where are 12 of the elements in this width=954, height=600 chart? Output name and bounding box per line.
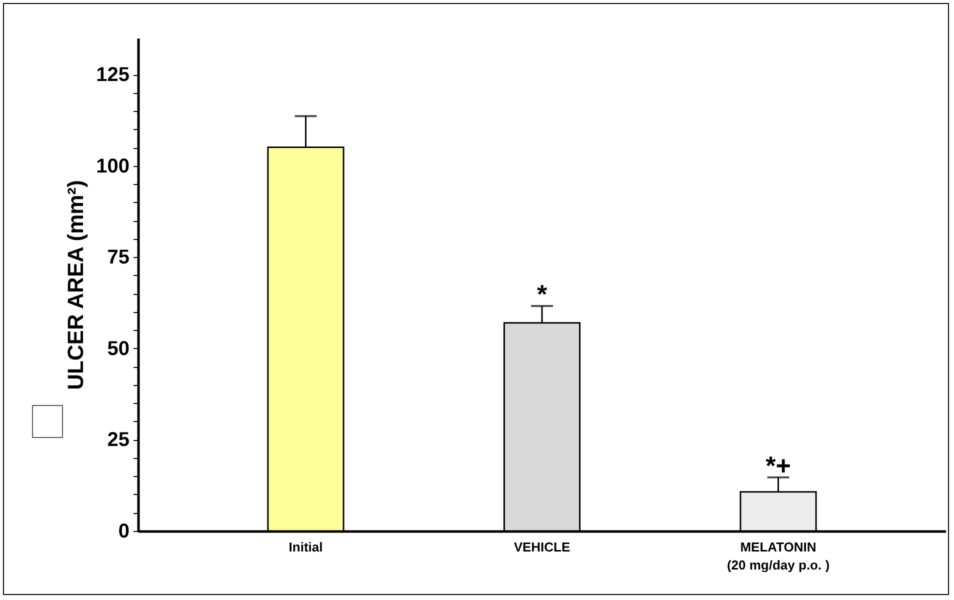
y-tick-label: 75 [107, 246, 130, 269]
x-tick-label: MELATONIN (20 mg/day p.o. ) [726, 540, 830, 572]
y-tick-label: 25 [107, 429, 130, 452]
y-axis-title: ULCER AREA (mm²) [63, 180, 88, 390]
y-tick-label: 100 [96, 155, 130, 178]
x-tick-label: VEHICLE [514, 540, 570, 554]
y-tick-label: 125 [96, 64, 130, 86]
annotation: * [536, 279, 548, 310]
annotation: *+ [766, 450, 791, 480]
y-tick-label: 50 [107, 338, 130, 360]
x-tick-label: Initial [288, 540, 323, 554]
y-tick-label: 0 [118, 520, 130, 542]
